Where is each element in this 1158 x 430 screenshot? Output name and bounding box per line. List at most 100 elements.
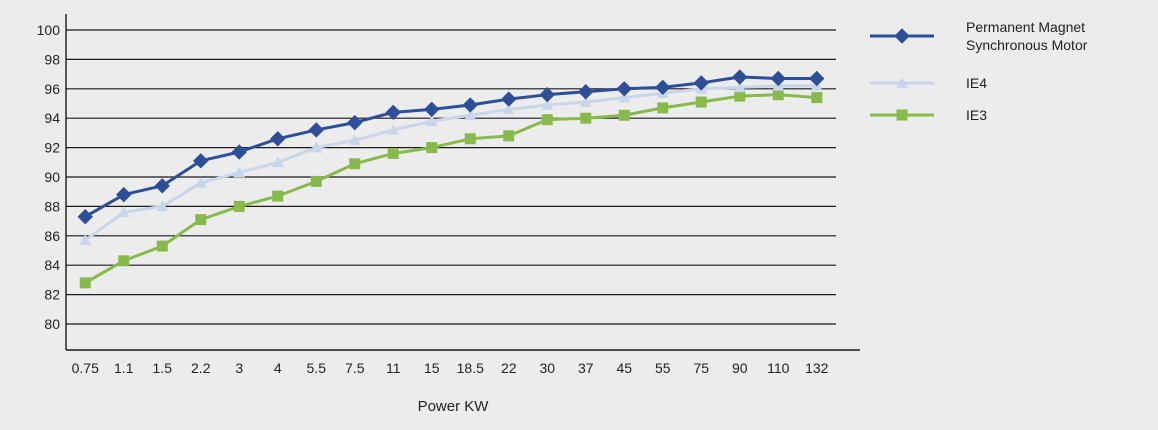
data-point bbox=[116, 186, 132, 203]
data-point bbox=[193, 153, 209, 169]
data-point bbox=[310, 175, 322, 187]
data-point bbox=[695, 96, 707, 108]
legend-label: IE4 bbox=[966, 75, 987, 91]
legend-label: Synchronous Motor bbox=[966, 37, 1088, 53]
data-point bbox=[464, 109, 477, 121]
series-1 bbox=[77, 69, 825, 225]
grid-lines bbox=[66, 29, 836, 325]
data-point bbox=[154, 178, 170, 194]
y-tick-label: 82 bbox=[44, 287, 60, 303]
data-point bbox=[424, 101, 440, 118]
data-point bbox=[79, 234, 92, 246]
y-tick-label: 96 bbox=[44, 81, 60, 97]
legend-item: IE3 bbox=[870, 107, 987, 123]
data-point bbox=[503, 130, 515, 142]
x-tick-labels: 0.75 1.1 1.5 2.2 3 4 5.5 7.5 11 15 18.5 22 30 37 45 55 7… bbox=[72, 360, 829, 376]
y-tick-label: 84 bbox=[44, 257, 60, 273]
x-tick-label: 75 bbox=[693, 360, 709, 376]
x-tick-label: 7.5 bbox=[345, 360, 365, 376]
data-point bbox=[272, 190, 284, 202]
data-point bbox=[308, 122, 324, 138]
data-point bbox=[387, 147, 399, 159]
data-point bbox=[387, 123, 400, 135]
data-point bbox=[732, 69, 748, 85]
x-tick-label: 5.5 bbox=[307, 360, 327, 376]
data-point bbox=[233, 166, 246, 178]
x-tick-label: 90 bbox=[732, 360, 748, 376]
data-point bbox=[501, 91, 517, 107]
data-point bbox=[579, 96, 592, 107]
y-tick-label: 100 bbox=[37, 22, 61, 38]
data-point bbox=[425, 115, 438, 126]
data-point bbox=[733, 81, 746, 93]
x-tick-label: 45 bbox=[616, 360, 632, 376]
data-point bbox=[655, 79, 671, 96]
y-tick-label: 80 bbox=[44, 316, 60, 332]
x-tick-label: 110 bbox=[767, 360, 790, 376]
x-tick-label: 2.2 bbox=[191, 360, 211, 376]
data-point bbox=[541, 114, 553, 126]
x-tick-label: 22 bbox=[501, 360, 517, 376]
data-point bbox=[195, 214, 207, 226]
x-tick-label: 132 bbox=[805, 360, 829, 376]
x-tick-label: 11 bbox=[386, 360, 401, 376]
data-point bbox=[502, 103, 515, 115]
data-point bbox=[657, 102, 669, 114]
y-tick-label: 90 bbox=[44, 169, 60, 185]
series-2 bbox=[79, 79, 823, 246]
data-point bbox=[772, 89, 784, 101]
data-point bbox=[77, 208, 93, 225]
y-tick-label: 92 bbox=[44, 140, 60, 156]
data-point bbox=[693, 75, 709, 91]
x-tick-label: 1.1 bbox=[114, 360, 134, 376]
y-tick-label: 86 bbox=[44, 228, 60, 244]
legend-label: Permanent Magnet bbox=[966, 19, 1085, 35]
data-point bbox=[618, 91, 631, 103]
data-point bbox=[811, 92, 823, 104]
legend-item: Permanent Magnet Synchronous Motor bbox=[870, 19, 1088, 53]
legend: Permanent Magnet Synchronous Motor IE4 IE3 bbox=[870, 19, 1088, 123]
x-tick-label: 18.5 bbox=[457, 360, 484, 376]
data-point bbox=[616, 81, 632, 97]
data-point bbox=[156, 240, 168, 252]
data-point bbox=[310, 141, 323, 153]
data-point bbox=[464, 133, 476, 145]
data-point bbox=[271, 156, 284, 168]
legend-item: IE4 bbox=[870, 75, 987, 91]
series-line bbox=[84, 84, 817, 242]
x-tick-label: 15 bbox=[424, 360, 440, 376]
x-tick-label: 3 bbox=[235, 360, 243, 376]
data-point bbox=[349, 158, 361, 170]
x-tick-label: 1.5 bbox=[153, 360, 173, 376]
data-point bbox=[117, 206, 130, 218]
legend-marker bbox=[894, 28, 910, 44]
data-point bbox=[118, 255, 130, 267]
x-tick-label: 4 bbox=[274, 360, 282, 376]
legend-marker bbox=[896, 77, 908, 88]
x-tick-label: 55 bbox=[655, 360, 671, 376]
data-point bbox=[231, 144, 247, 160]
series-3 bbox=[79, 89, 823, 289]
x-tick-label: 0.75 bbox=[72, 360, 99, 376]
data-point bbox=[270, 131, 286, 147]
data-point bbox=[348, 134, 361, 146]
data-point bbox=[809, 70, 825, 87]
data-point bbox=[79, 277, 91, 289]
legend-marker bbox=[896, 109, 908, 121]
data-point bbox=[156, 200, 169, 212]
data-point bbox=[539, 86, 555, 103]
data-point bbox=[426, 142, 438, 154]
x-tick-label: 30 bbox=[539, 360, 555, 376]
x-axis-label: Power KW bbox=[418, 398, 490, 415]
data-point bbox=[233, 200, 245, 212]
data-point bbox=[347, 114, 363, 131]
data-point bbox=[541, 98, 554, 110]
y-tick-labels: 100 98 96 94 92 90 88 86 84 82 80 bbox=[37, 22, 61, 332]
data-point bbox=[194, 176, 207, 188]
data-point bbox=[462, 97, 478, 113]
data-point bbox=[734, 90, 746, 102]
y-tick-label: 88 bbox=[44, 198, 60, 214]
data-point bbox=[580, 112, 592, 124]
